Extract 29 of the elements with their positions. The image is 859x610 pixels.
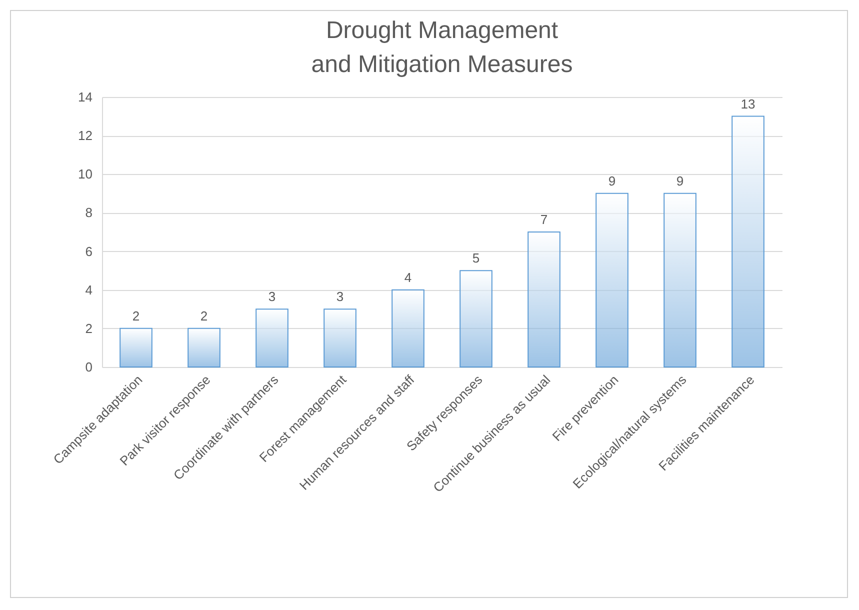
data-label: 2 [132,308,140,324]
data-label: 7 [540,212,548,227]
y-tick-label: 0 [85,360,92,374]
bar [460,270,492,368]
bar [664,192,696,368]
bar [392,289,424,368]
bar [732,116,764,368]
y-tick-label: 10 [78,166,92,182]
data-label: 3 [268,289,276,304]
bar [528,232,560,368]
data-label: 3 [336,289,344,304]
bar [596,192,628,368]
data-label: 9 [608,173,616,188]
bar [120,328,152,368]
y-tick-label: 2 [85,320,92,336]
data-label: 9 [676,173,684,188]
bar [256,308,288,368]
bar [188,328,220,368]
data-label: 5 [472,250,480,266]
y-tick-label: 4 [85,282,92,298]
y-tick-label: 12 [78,128,92,144]
y-tick-label: 8 [85,205,92,220]
data-label: 4 [404,270,412,285]
y-tick-label: 6 [85,244,92,259]
y-tick-label: 14 [78,90,92,104]
bar [324,308,356,368]
data-label: 2 [200,308,208,324]
chart-title: Drought Management and Mitigation Measures [311,17,573,78]
data-label: 13 [740,96,756,112]
